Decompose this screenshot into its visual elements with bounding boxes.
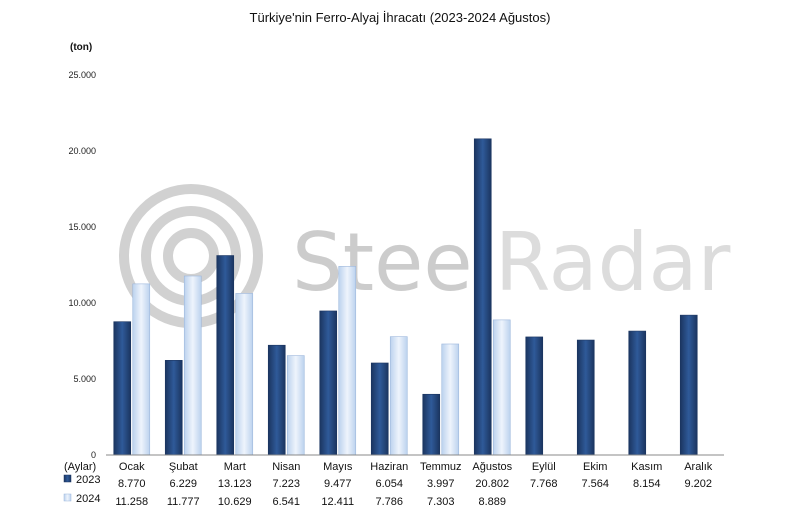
y-axis-unit: (ton): [70, 42, 92, 53]
data-label-2023: 8.154: [633, 478, 661, 490]
bar-2023-Şubat: [164, 360, 183, 456]
data-label-2023: 6.054: [375, 478, 403, 490]
category-label: Kasım: [631, 461, 662, 473]
y-tick-label: 10.000: [68, 298, 96, 308]
category-label: Mart: [224, 461, 246, 473]
data-label-2024: 7.786: [375, 496, 403, 508]
legend-label-2024: 2024: [76, 493, 100, 505]
data-label-2024: 11.777: [167, 496, 200, 508]
bar-2024-Ağustos: [492, 319, 511, 456]
data-label-2023: 20.802: [475, 478, 509, 490]
bar-2023-Ağustos: [473, 138, 492, 456]
category-label: Nisan: [272, 461, 300, 473]
data-label-2024: 10.629: [218, 496, 252, 508]
category-label: Haziran: [370, 461, 408, 473]
category-label: Ekim: [583, 461, 607, 473]
data-label-2024: 12.411: [321, 496, 354, 508]
category-label: Ocak: [119, 461, 145, 473]
watermark-steel: Steel: [292, 216, 495, 309]
bar-2024-Mart: [235, 293, 254, 456]
category-label: Aralık: [684, 461, 713, 473]
bar-2023-Eylül: [525, 336, 544, 456]
bar-2024-Temmuz: [441, 343, 460, 456]
category-label: Temmuz: [420, 461, 462, 473]
data-label-2023: 9.477: [324, 478, 352, 490]
data-label-2023: 7.564: [581, 478, 609, 490]
category-label: Şubat: [169, 461, 198, 473]
bar-2023-Kasım: [628, 330, 647, 456]
y-tick-label: 25.000: [68, 70, 96, 80]
category-label: Eylül: [532, 461, 556, 473]
watermark-radar: Radar: [495, 216, 731, 309]
data-label-2024: 11.258: [115, 496, 148, 508]
table-cells: Ocak 8.770 11.258 Şubat 6.229 11.777 Mart 13.12…: [115, 461, 712, 508]
bar-2024-Nisan: [286, 355, 305, 456]
data-label-2023: 13.123: [218, 478, 252, 490]
data-label-2023: 8.770: [118, 478, 146, 490]
data-label-2024: 6.541: [272, 496, 300, 508]
category-label: Ağustos: [472, 461, 512, 473]
y-axis-ticks: 0 5.000 10.000 15.000 20.000 25.000: [68, 70, 96, 460]
data-label-2024: 7.303: [427, 496, 455, 508]
x-axis-label: (Aylar): [64, 461, 96, 473]
data-label-2023: 9.202: [684, 478, 712, 490]
category-label: Mayıs: [323, 461, 353, 473]
bar-2024-Ocak: [132, 283, 151, 456]
bar-2024-Haziran: [389, 336, 408, 456]
data-label-2023: 6.229: [169, 478, 197, 490]
y-tick-label: 0: [91, 450, 96, 460]
bar-2023-Mart: [216, 255, 235, 456]
watermark-text: SteelRadar: [292, 216, 730, 309]
legend-swatch-2024: [63, 493, 72, 502]
data-label-2024: 8.889: [478, 496, 506, 508]
watermark: SteelRadar: [119, 184, 730, 328]
bar-2023-Haziran: [370, 362, 389, 456]
chart-title: Türkiye'nin Ferro-Alyaj İhracatı (2023-2…: [250, 10, 551, 25]
y-tick-label: 5.000: [73, 374, 96, 384]
bar-2023-Mayıs: [319, 310, 338, 456]
bars: [113, 138, 698, 456]
bar-2023-Ekim: [576, 339, 595, 456]
bar-2024-Şubat: [183, 275, 202, 456]
bar-2023-Nisan: [267, 344, 286, 456]
bar-2023-Temmuz: [422, 393, 441, 456]
data-label-2023: 7.223: [272, 478, 300, 490]
data-label-2023: 3.997: [427, 478, 455, 490]
y-tick-label: 15.000: [68, 222, 96, 232]
y-tick-label: 20.000: [68, 146, 96, 156]
legend-swatch-2023: [63, 474, 72, 483]
legend-label-2023: 2023: [76, 474, 100, 486]
bar-2024-Mayıs: [338, 266, 357, 456]
bar-2023-Aralık: [679, 314, 698, 456]
bar-2023-Ocak: [113, 321, 132, 456]
data-table: (Aylar) 2023 2024 Ocak 8.770 11.258 Şubat 6.…: [63, 461, 713, 508]
data-label-2023: 7.768: [530, 478, 558, 490]
